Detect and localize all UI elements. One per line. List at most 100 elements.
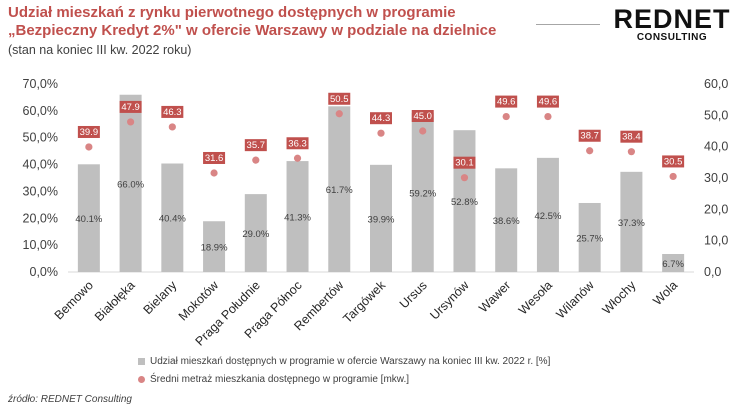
legend-item-dots: Średni metraż mieszkania dostępnego w pr… bbox=[138, 370, 550, 388]
dot-label-bg bbox=[411, 110, 434, 122]
bar bbox=[578, 202, 601, 272]
y-right-tick-label: 30,0 bbox=[704, 171, 728, 185]
dot-label-bg bbox=[495, 95, 518, 108]
dot-marker bbox=[168, 123, 176, 131]
bar bbox=[328, 106, 351, 272]
y-right-tick-label: 40,0 bbox=[704, 140, 728, 154]
dot-value-label: 30.1 bbox=[455, 158, 474, 169]
source-note: źródło: REDNET Consulting bbox=[8, 394, 132, 405]
bar bbox=[536, 157, 559, 272]
y-left-tick-label: 70,0% bbox=[23, 77, 58, 91]
x-tick-label: Bemowo bbox=[52, 278, 96, 322]
dot-label-bg bbox=[453, 156, 476, 169]
dot-value-label: 45.0 bbox=[413, 111, 432, 122]
bar-value-label: 52.8% bbox=[451, 197, 478, 208]
legend-dot-swatch bbox=[138, 375, 145, 383]
y-left-tick-label: 20,0% bbox=[23, 211, 58, 225]
chart-title: Udział mieszkań z rynku pierwotnego dost… bbox=[8, 4, 538, 40]
bar bbox=[370, 164, 392, 272]
y-right-tick-label: 50,0 bbox=[704, 108, 728, 122]
x-tick-label: Wilanów bbox=[553, 278, 597, 322]
dot-label-bg bbox=[536, 95, 559, 108]
x-tick-label: Bielany bbox=[141, 278, 180, 317]
bar-value-label: 25.7% bbox=[576, 233, 603, 244]
y-left-tick-label: 0,0% bbox=[30, 265, 59, 279]
dot-label-bg bbox=[161, 105, 184, 118]
logo-sub: CONSULTING bbox=[636, 32, 708, 43]
dot-label-bg bbox=[662, 155, 685, 168]
bar bbox=[77, 164, 100, 272]
dot-value-label: 31.6 bbox=[205, 153, 224, 164]
dot-marker bbox=[210, 169, 218, 177]
dot-value-label: 35.7 bbox=[247, 140, 266, 151]
bar-value-label: 6.7% bbox=[662, 259, 684, 270]
bar-value-label: 42.5% bbox=[534, 211, 561, 222]
dot-label-bg bbox=[77, 125, 100, 138]
y-left-tick-label: 50,0% bbox=[23, 131, 58, 145]
bar bbox=[119, 94, 142, 272]
x-tick-label: Targówek bbox=[340, 278, 388, 326]
bar bbox=[203, 221, 226, 272]
dot-label-bg bbox=[119, 100, 142, 113]
y-right-tick-label: 10,0 bbox=[704, 234, 728, 248]
bar-value-label: 41.3% bbox=[284, 213, 311, 224]
legend-item-bars: Udział mieszkań dostępnych w programie w… bbox=[138, 352, 550, 370]
dot-value-label: 38.4 bbox=[622, 132, 641, 143]
dot-value-label: 44.3 bbox=[372, 113, 391, 124]
chart-title-line1: Udział mieszkań z rynku pierwotnego dost… bbox=[8, 4, 456, 21]
bar-value-label: 59.2% bbox=[409, 189, 436, 200]
x-tick-label: Wawer bbox=[476, 278, 513, 315]
dot-marker bbox=[586, 147, 594, 155]
bar bbox=[244, 194, 267, 272]
dot-marker bbox=[544, 112, 552, 121]
dot-marker bbox=[669, 172, 677, 181]
logo-divider bbox=[536, 24, 600, 25]
legend-dot-label: Średni metraż mieszkania dostępnego w pr… bbox=[150, 373, 410, 385]
y-right-tick-label: 20,0 bbox=[704, 202, 728, 216]
dot-value-label: 47.9 bbox=[121, 102, 140, 113]
dot-label-bg bbox=[244, 139, 267, 152]
dot-marker bbox=[460, 174, 469, 182]
x-tick-label: Wola bbox=[650, 278, 680, 308]
bar bbox=[662, 254, 685, 272]
dot-label-bg bbox=[328, 92, 351, 105]
dot-value-label: 30.5 bbox=[664, 156, 683, 167]
x-tick-label: Białołęka bbox=[92, 278, 138, 324]
y-left-tick-label: 60,0% bbox=[23, 104, 58, 118]
bar bbox=[411, 113, 434, 273]
dot-label-bg bbox=[620, 130, 643, 143]
bar-value-label: 40.4% bbox=[159, 214, 186, 225]
logo-brand: REDNET bbox=[613, 4, 731, 34]
dot-value-label: 49.6 bbox=[497, 97, 516, 108]
y-right-tick-label: 60,0 bbox=[704, 77, 728, 91]
bar bbox=[495, 168, 518, 272]
bar-value-label: 18.9% bbox=[201, 243, 228, 254]
dot-value-label: 50.5 bbox=[330, 94, 349, 105]
dot-marker bbox=[85, 143, 93, 151]
dot-marker bbox=[127, 118, 135, 126]
dot-marker bbox=[293, 154, 302, 162]
x-tick-label: Ursus bbox=[397, 278, 430, 311]
dot-value-label: 38.7 bbox=[580, 131, 599, 142]
bar bbox=[620, 171, 643, 272]
bar bbox=[161, 163, 184, 272]
dot-label-bg bbox=[578, 129, 601, 142]
dot-value-label: 46.3 bbox=[163, 107, 182, 118]
legend-bar-label: Udział mieszkań dostępnych w programie w… bbox=[150, 355, 551, 367]
x-tick-label: Wesoła bbox=[516, 278, 555, 317]
bar-value-label: 40.1% bbox=[75, 214, 102, 225]
dot-marker bbox=[502, 112, 510, 121]
dot-marker bbox=[419, 127, 427, 135]
dot-marker bbox=[627, 148, 636, 156]
x-tick-label: Ursynów bbox=[427, 278, 472, 323]
bar-value-label: 61.7% bbox=[326, 185, 353, 196]
dot-marker bbox=[335, 110, 343, 118]
bar-value-label: 39.9% bbox=[368, 214, 395, 225]
chart-title-line2: „Bezpieczny Kredyt 2%" w ofercie Warszaw… bbox=[8, 22, 497, 39]
bar bbox=[286, 161, 309, 272]
dot-label-bg bbox=[203, 151, 226, 164]
dot-value-label: 49.6 bbox=[539, 97, 558, 108]
chart-legend: Udział mieszkań dostępnych w programie w… bbox=[138, 352, 550, 388]
y-left-tick-label: 10,0% bbox=[23, 238, 58, 252]
